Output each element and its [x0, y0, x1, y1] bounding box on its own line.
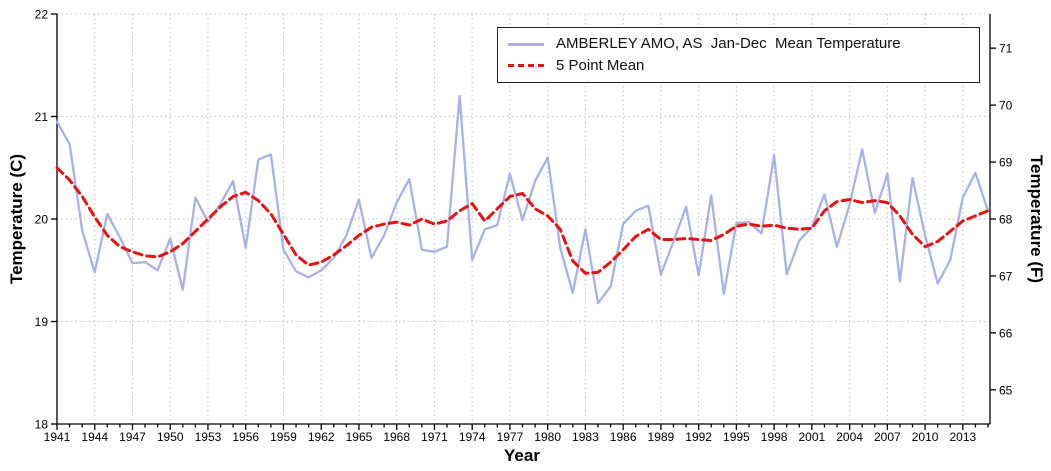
x-tick-label: 1947	[119, 430, 146, 444]
x-tick-label: 1986	[610, 430, 637, 444]
y-tick-label-right: 69	[999, 156, 1013, 170]
y-tick-label-left: 20	[35, 213, 49, 227]
x-tick-label: 2010	[912, 430, 939, 444]
y-tick-label-right: 68	[999, 213, 1013, 227]
temperature-line-swatch	[508, 42, 544, 46]
x-tick-label: 1950	[157, 430, 184, 444]
x-tick-label: 1992	[685, 430, 712, 444]
x-tick-label: 1944	[81, 430, 108, 444]
legend-item-temperature: AMBERLEY AMO, AS Jan-Dec Mean Temperatur…	[508, 35, 969, 53]
y-axis-title-right: Temperature (F)	[1027, 155, 1046, 283]
y-tick-label-right: 70	[999, 99, 1013, 113]
y-tick-label-right: 71	[999, 42, 1013, 56]
x-tick-label: 2001	[799, 430, 826, 444]
legend-label-temperature: AMBERLEY AMO, AS Jan-Dec Mean Temperatur…	[556, 35, 901, 52]
mean-line-swatch	[508, 64, 544, 68]
x-tick-label: 1998	[761, 430, 788, 444]
series-line-5point-mean	[55, 166, 990, 275]
y-tick-label-right: 66	[999, 326, 1013, 340]
x-tick-label: 1995	[723, 430, 750, 444]
x-tick-label: 2007	[874, 430, 901, 444]
y-tick-label-right: 65	[999, 383, 1013, 397]
x-tick-label: 1968	[383, 430, 410, 444]
y-tick-label-right: 67	[999, 269, 1013, 283]
x-tick-label: 1971	[421, 430, 448, 444]
x-tick-label: 1962	[308, 430, 335, 444]
legend-label-5point-mean: 5 Point Mean	[556, 56, 645, 74]
y-tick-label-left: 19	[35, 315, 49, 329]
x-tick-label: 1956	[232, 430, 259, 444]
y-tick-label-left: 21	[35, 110, 49, 124]
x-tick-label: 1977	[497, 430, 524, 444]
y-axis-title-left: Temperature (C)	[7, 154, 26, 284]
x-tick-label: 1989	[648, 430, 675, 444]
y-tick-label-left: 18	[35, 418, 49, 432]
x-tick-label: 1974	[459, 430, 486, 444]
x-axis-title: Year	[504, 446, 540, 465]
y-tick-label-left: 22	[35, 8, 49, 22]
legend-item-5point-mean: 5 Point Mean	[508, 56, 969, 75]
x-tick-label: 1953	[195, 430, 222, 444]
x-tick-label: 1941	[44, 430, 71, 444]
x-tick-label: 2004	[836, 430, 863, 444]
x-tick-label: 1980	[534, 430, 561, 444]
x-tick-label: 1965	[346, 430, 373, 444]
x-tick-label: 2013	[949, 430, 976, 444]
legend-box: AMBERLEY AMO, AS Jan-Dec Mean Temperatur…	[497, 27, 980, 83]
x-tick-label: 1983	[572, 430, 599, 444]
x-tick-label: 1959	[270, 430, 297, 444]
